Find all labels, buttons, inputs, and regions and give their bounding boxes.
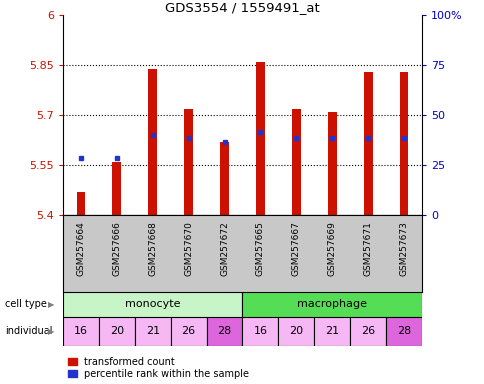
Bar: [206, 317, 242, 346]
Bar: [242, 317, 278, 346]
Text: GSM257664: GSM257664: [76, 221, 85, 276]
Text: cell type: cell type: [5, 299, 46, 310]
Text: 20: 20: [109, 326, 124, 336]
Bar: [148, 69, 157, 215]
Bar: [399, 72, 408, 215]
Text: 16: 16: [253, 326, 267, 336]
Text: 26: 26: [181, 326, 196, 336]
Text: GSM257672: GSM257672: [220, 221, 228, 276]
Text: 26: 26: [360, 326, 375, 336]
Bar: [99, 317, 135, 346]
Text: 28: 28: [396, 326, 410, 336]
Text: 20: 20: [288, 326, 303, 336]
Text: ▶: ▶: [47, 300, 54, 309]
Bar: [363, 72, 372, 215]
Text: GSM257669: GSM257669: [327, 221, 336, 276]
Bar: [220, 142, 228, 215]
Text: GSM257673: GSM257673: [399, 221, 408, 276]
Bar: [76, 192, 85, 215]
Bar: [184, 109, 193, 215]
Bar: [314, 317, 349, 346]
Text: ▶: ▶: [47, 327, 54, 336]
Text: macrophage: macrophage: [297, 299, 366, 310]
Text: GSM257665: GSM257665: [256, 221, 264, 276]
Title: GDS3554 / 1559491_at: GDS3554 / 1559491_at: [165, 1, 319, 14]
Bar: [278, 317, 314, 346]
Bar: [63, 292, 242, 317]
Text: GSM257667: GSM257667: [291, 221, 300, 276]
Text: GSM257666: GSM257666: [112, 221, 121, 276]
Bar: [242, 292, 421, 317]
Text: 16: 16: [74, 326, 88, 336]
Text: GSM257671: GSM257671: [363, 221, 372, 276]
Text: 21: 21: [145, 326, 160, 336]
Text: individual: individual: [5, 326, 52, 336]
Bar: [349, 317, 385, 346]
Text: 28: 28: [217, 326, 231, 336]
Bar: [135, 317, 170, 346]
Bar: [291, 109, 300, 215]
Bar: [170, 317, 206, 346]
Legend: transformed count, percentile rank within the sample: transformed count, percentile rank withi…: [68, 357, 249, 379]
Bar: [112, 162, 121, 215]
Bar: [327, 112, 336, 215]
Bar: [63, 317, 99, 346]
Bar: [385, 317, 421, 346]
Text: 21: 21: [324, 326, 339, 336]
Text: monocyte: monocyte: [125, 299, 180, 310]
Text: GSM257668: GSM257668: [148, 221, 157, 276]
Text: GSM257670: GSM257670: [184, 221, 193, 276]
Bar: [256, 62, 264, 215]
